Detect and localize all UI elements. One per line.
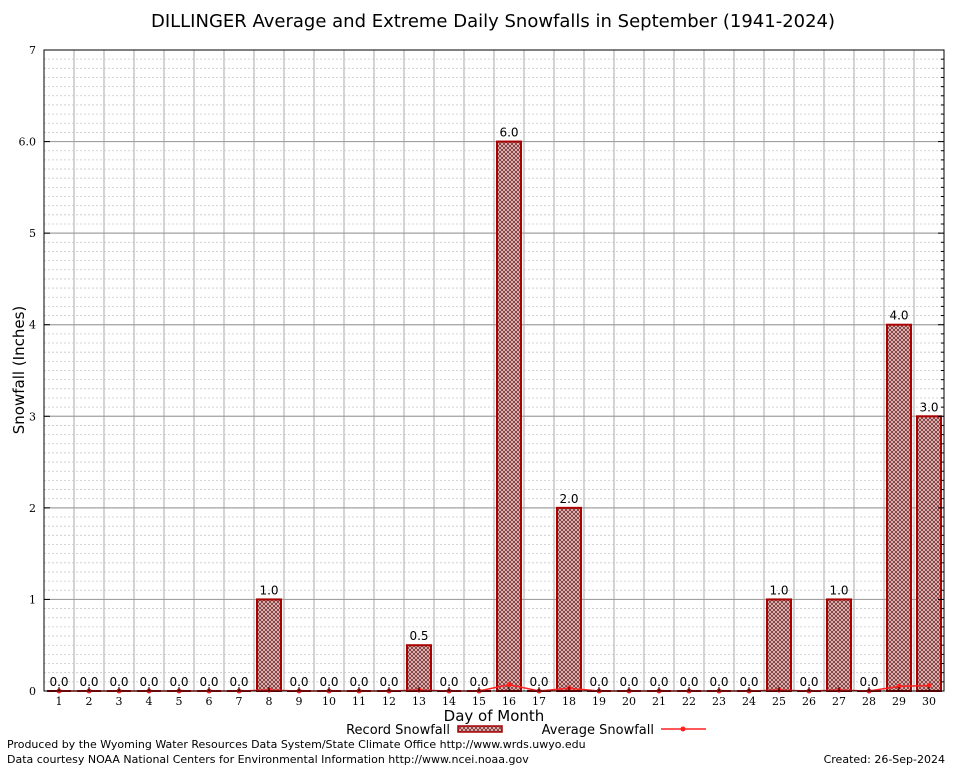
x-tick-label: 13 bbox=[412, 695, 426, 708]
data-label: 0.5 bbox=[409, 629, 428, 643]
x-tick-label: 28 bbox=[862, 695, 876, 708]
y-ticks: 0 1 2 3 4 5 6.0 7 bbox=[19, 44, 944, 698]
data-label: 1.0 bbox=[769, 583, 788, 597]
y-tick-label: 0 bbox=[29, 685, 36, 698]
data-label: 6.0 bbox=[499, 126, 518, 140]
data-label: 0.0 bbox=[169, 675, 188, 689]
x-tick-label: 18 bbox=[562, 695, 576, 708]
x-tick-label: 1 bbox=[56, 695, 63, 708]
data-label: 2.0 bbox=[559, 492, 578, 506]
x-tick-label: 8 bbox=[266, 695, 273, 708]
x-tick-label: 21 bbox=[652, 695, 666, 708]
record-bar bbox=[406, 644, 432, 693]
bars bbox=[47, 140, 942, 693]
record-bar bbox=[826, 598, 852, 693]
y-tick-label: 6.0 bbox=[19, 136, 37, 149]
legend-average-marker bbox=[680, 726, 686, 732]
data-label: 0.0 bbox=[319, 675, 338, 689]
footer-produced-by: Produced by the Wyoming Water Resources … bbox=[7, 738, 586, 751]
data-label: 0.0 bbox=[529, 675, 548, 689]
x-tick-label: 30 bbox=[922, 695, 936, 708]
legend-record-swatch bbox=[457, 725, 503, 733]
y-axis-label: Snowfall (Inches) bbox=[10, 306, 28, 434]
data-label: 0.0 bbox=[859, 675, 878, 689]
data-label: 0.0 bbox=[619, 675, 638, 689]
grid bbox=[44, 50, 944, 691]
x-tick-label: 15 bbox=[472, 695, 486, 708]
legend-average-label: Average Snowfall bbox=[542, 723, 654, 738]
x-tick-label: 7 bbox=[236, 695, 243, 708]
x-tick-label: 11 bbox=[352, 695, 366, 708]
record-bar bbox=[556, 506, 582, 692]
record-bar bbox=[256, 598, 282, 693]
y-tick-label: 4 bbox=[29, 319, 36, 332]
x-tick-label: 3 bbox=[116, 695, 123, 708]
data-label: 0.0 bbox=[439, 675, 458, 689]
data-labels: 0.0 0.0 0.0 0.0 0.0 0.0 0.0 1.0 0.0 0.0 0.0 0.0 0.5 0… bbox=[49, 126, 938, 689]
x-tick-label: 27 bbox=[832, 695, 846, 708]
y-tick-label: 2 bbox=[29, 502, 36, 515]
y-tick-label: 7 bbox=[29, 44, 36, 57]
x-tick-label: 10 bbox=[322, 695, 336, 708]
data-label: 0.0 bbox=[349, 675, 368, 689]
data-label: 0.0 bbox=[589, 675, 608, 689]
average-point bbox=[926, 683, 932, 689]
data-label: 0.0 bbox=[199, 675, 218, 689]
data-label: 0.0 bbox=[229, 675, 248, 689]
data-label: 0.0 bbox=[469, 675, 488, 689]
footer-created: Created: 26-Sep-2024 bbox=[823, 753, 945, 766]
x-tick-label: 4 bbox=[146, 695, 153, 708]
data-label: 4.0 bbox=[889, 309, 908, 323]
data-label: 1.0 bbox=[259, 583, 278, 597]
data-label: 0.0 bbox=[679, 675, 698, 689]
x-tick-label: 6 bbox=[206, 695, 213, 708]
y-tick-label: 3 bbox=[29, 410, 36, 423]
chart-title: DILLINGER Average and Extreme Daily Snow… bbox=[151, 11, 835, 32]
footer-courtesy: Data courtesy NOAA National Centers for … bbox=[7, 753, 529, 766]
x-tick-label: 9 bbox=[296, 695, 303, 708]
x-tick-label: 26 bbox=[802, 695, 816, 708]
data-label: 0.0 bbox=[709, 675, 728, 689]
y-tick-label: 1 bbox=[29, 593, 36, 606]
x-tick-label: 20 bbox=[622, 695, 636, 708]
x-tick-label: 5 bbox=[176, 695, 183, 708]
x-tick-label: 2 bbox=[86, 695, 93, 708]
x-tick-label: 16 bbox=[502, 695, 516, 708]
x-tick-label: 22 bbox=[682, 695, 696, 708]
x-axis-label: Day of Month bbox=[444, 707, 545, 725]
record-bar bbox=[886, 323, 912, 692]
x-tick-label: 25 bbox=[772, 695, 786, 708]
record-bar bbox=[496, 140, 522, 693]
x-tick-label: 17 bbox=[532, 695, 546, 708]
x-tick-label: 24 bbox=[742, 695, 756, 708]
y-tick-label: 5 bbox=[29, 227, 36, 240]
x-tick-label: 19 bbox=[592, 695, 606, 708]
data-label: 0.0 bbox=[649, 675, 668, 689]
record-bar bbox=[916, 415, 942, 692]
data-label: 0.0 bbox=[739, 675, 758, 689]
legend-record-label: Record Snowfall bbox=[346, 723, 450, 738]
data-label: 0.0 bbox=[139, 675, 158, 689]
x-tick-label: 12 bbox=[382, 695, 396, 708]
data-label: 0.0 bbox=[379, 675, 398, 689]
data-label: 0.0 bbox=[49, 675, 68, 689]
average-point bbox=[506, 682, 512, 688]
x-tick-label: 23 bbox=[712, 695, 726, 708]
x-ticks: 1 2 3 4 5 6 7 8 9 10 11 12 13 14 15 16 17 18 19 20 21 22 23 24 2… bbox=[56, 687, 936, 708]
data-label: 0.0 bbox=[289, 675, 308, 689]
x-tick-label: 14 bbox=[442, 695, 456, 708]
x-tick-label: 29 bbox=[892, 695, 906, 708]
data-label: 0.0 bbox=[79, 675, 98, 689]
legend: Record Snowfall Average Snowfall bbox=[346, 723, 706, 738]
data-label: 0.0 bbox=[109, 675, 128, 689]
data-label: 1.0 bbox=[829, 583, 848, 597]
data-label: 3.0 bbox=[919, 400, 938, 414]
average-point bbox=[896, 683, 902, 689]
record-bar bbox=[766, 598, 792, 693]
data-label: 0.0 bbox=[799, 675, 818, 689]
